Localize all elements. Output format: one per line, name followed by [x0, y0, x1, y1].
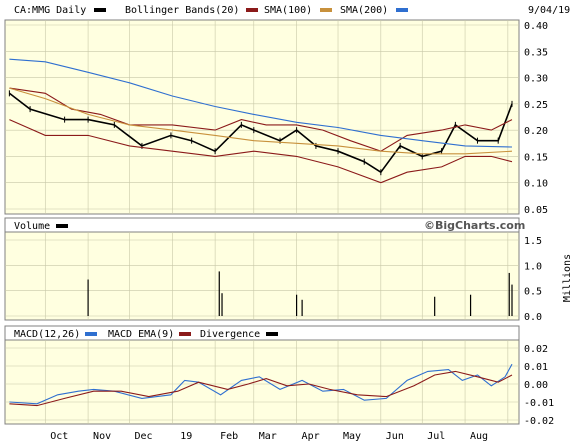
- volume-y-tick-label: 0.0: [524, 312, 542, 323]
- macd-ema-legend-label: MACD EMA(9): [108, 329, 174, 340]
- bollinger-legend-swatch: [246, 8, 258, 12]
- macd-y-tick-label: -0.01: [524, 398, 554, 409]
- volume-y-tick-label: 0.5: [524, 287, 542, 298]
- sma200-legend-swatch: [396, 8, 408, 12]
- x-axis-label: Dec: [134, 431, 152, 442]
- x-axis-label: Nov: [93, 431, 111, 442]
- macd-grid: [5, 340, 519, 424]
- x-axis-label: 19: [180, 431, 192, 442]
- x-axis-label: Oct: [50, 431, 68, 442]
- macd-y-axis: 0.02 0.01 0.00 -0.01 -0.02: [524, 344, 554, 427]
- macd-legend-label: MACD(12,26): [14, 329, 80, 340]
- price-y-tick-label: 0.05: [524, 205, 548, 216]
- price-y-tick-label: 0.20: [524, 126, 548, 137]
- price-y-axis: 0.40 0.35 0.30 0.25 0.20 0.15 0.10 0.05: [524, 21, 548, 216]
- x-axis-label: Mar: [259, 431, 277, 442]
- price-panel: CA:MMG Daily Bollinger Bands(20) SMA(100…: [4, 5, 570, 216]
- price-line: [8, 92, 513, 174]
- volume-plot-area: [4, 231, 520, 321]
- volume-legend-label: Volume: [14, 221, 50, 232]
- divergence-legend-label: Divergence: [200, 329, 260, 340]
- volume-panel: Volume ©BigCharts.com 1.5 1.0 0.5 0.0 Milli…: [4, 217, 573, 323]
- macd-ema-line: [9, 370, 513, 407]
- macd-y-tick-label: 0.02: [524, 344, 548, 355]
- sma200-legend-label: SMA(200): [340, 5, 388, 16]
- price-series: [8, 58, 513, 184]
- volume-y-tick-label: 1.0: [524, 261, 542, 272]
- price-y-tick-label: 0.15: [524, 152, 548, 163]
- volume-y-tick-label: 1.5: [524, 236, 542, 247]
- macd-title-bar: [4, 325, 520, 341]
- x-axis-label: May: [343, 431, 361, 442]
- macd-y-tick-label: -0.02: [524, 416, 554, 427]
- sma200-line: [9, 58, 513, 148]
- volume-grid: [5, 232, 519, 320]
- x-axis-label: Jun: [386, 431, 404, 442]
- volume-legend-swatch: [56, 224, 68, 228]
- macd-panel: MACD(12,26) MACD EMA(9) Divergence 0.020…: [4, 325, 554, 427]
- macd-ema-legend-swatch: [179, 332, 191, 336]
- chart-date: 9/04/19: [528, 5, 570, 16]
- macd-line: [9, 363, 513, 405]
- price-y-tick-label: 0.25: [524, 100, 548, 111]
- bollinger-lower-line: [9, 119, 513, 184]
- volume-y-axis: 1.5 1.0 0.5 0.0: [524, 236, 542, 323]
- watermark: ©BigCharts.com: [424, 219, 525, 232]
- price-legend-swatch: [94, 8, 106, 12]
- price-y-tick-label: 0.30: [524, 74, 548, 85]
- bollinger-upper-line: [9, 87, 513, 152]
- price-plot-area: [4, 19, 520, 215]
- divergence-legend-swatch: [266, 332, 278, 336]
- price-y-tick-label: 0.10: [524, 179, 548, 190]
- x-axis-labels: Oct Nov Dec 19 Feb Mar Apr May Jun Jul Aug: [50, 431, 488, 442]
- macd-y-tick-label: 0.01: [524, 362, 548, 373]
- sma100-legend-swatch: [320, 8, 332, 12]
- ticker-label: CA:MMG Daily: [14, 5, 86, 16]
- price-y-tick-label: 0.40: [524, 21, 548, 32]
- x-axis-label: Apr: [302, 431, 320, 442]
- macd-series: [9, 363, 513, 407]
- sma100-line: [9, 87, 513, 155]
- x-axis-label: Aug: [470, 431, 488, 442]
- x-axis-label: Jul: [427, 431, 445, 442]
- bollinger-legend-label: Bollinger Bands(20): [125, 5, 239, 16]
- x-axis-label: Feb: [220, 431, 238, 442]
- volume-bars: [87, 271, 513, 316]
- macd-legend-swatch: [85, 332, 97, 336]
- price-y-tick-label: 0.35: [524, 47, 548, 58]
- sma100-legend-label: SMA(100): [264, 5, 312, 16]
- macd-y-tick-label: 0.00: [524, 380, 548, 391]
- volume-unit-label: Millions: [562, 254, 573, 302]
- macd-plot-area: [4, 339, 520, 425]
